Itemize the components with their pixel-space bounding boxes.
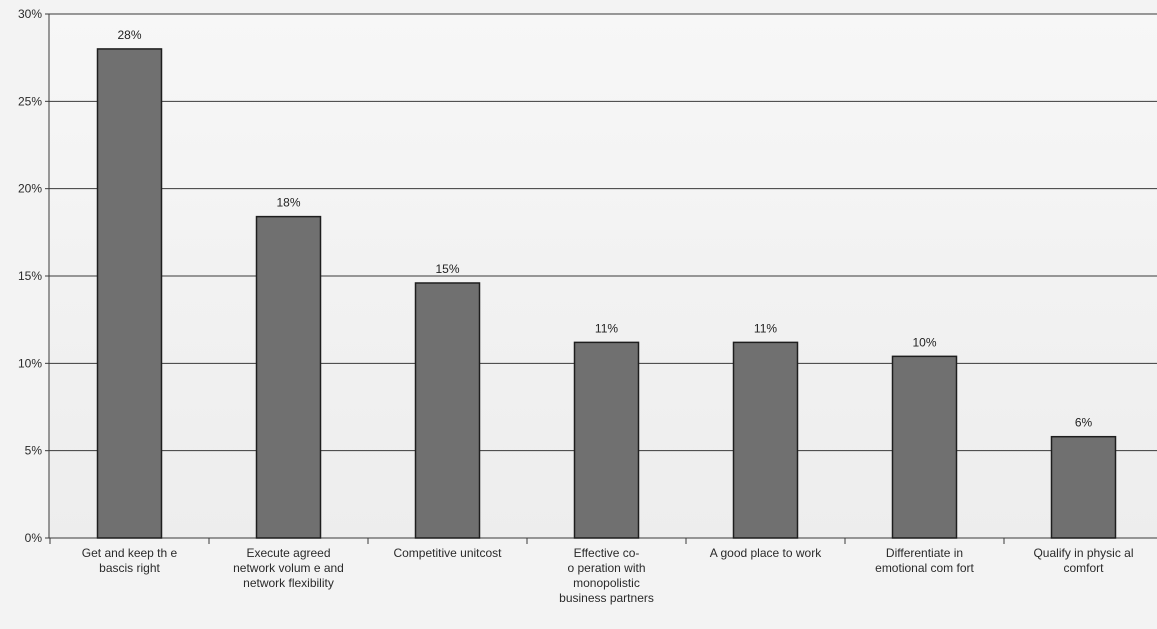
x-category-label-line: network volum e and <box>233 561 344 575</box>
bar <box>732 341 799 539</box>
x-category-label-line: Differentiate in <box>886 546 963 560</box>
x-category-label-line: business partners <box>559 591 654 605</box>
y-tick-label: 0% <box>25 531 43 545</box>
bar <box>1050 435 1117 539</box>
bar <box>414 282 481 539</box>
bar <box>96 48 163 539</box>
data-label: 18% <box>276 196 300 210</box>
data-label: 11% <box>754 321 777 335</box>
x-category-label-line: Qualify in physic al <box>1033 546 1133 560</box>
x-category-label: Qualify in physic al comfort <box>1033 546 1133 575</box>
y-tick-label: 10% <box>18 356 42 370</box>
x-category-label: Differentiate in emotional com fort <box>875 546 974 575</box>
bar <box>891 355 958 539</box>
y-tick-label: 5% <box>25 444 43 458</box>
x-category-label-line: network flexibility <box>243 576 334 590</box>
y-tick-label: 30% <box>18 7 42 21</box>
x-category-label: A good place to work <box>710 546 822 560</box>
data-label: 10% <box>912 335 936 349</box>
x-category-label-line: monopolistic <box>573 576 640 590</box>
x-category-label-line: A good place to work <box>710 546 822 560</box>
data-label: 6% <box>1075 416 1093 430</box>
x-category-label-line: emotional com fort <box>875 561 974 575</box>
x-category-label-line: Get and keep th e <box>82 546 178 560</box>
x-category-label-line: bascis right <box>99 561 160 575</box>
x-category-label-line: Effective co- <box>574 546 640 560</box>
y-tick-label: 25% <box>18 94 42 108</box>
bar <box>255 215 322 539</box>
x-category-label: Execute agreed network volum e and network… <box>233 546 344 590</box>
bar <box>573 341 640 539</box>
x-category-label-line: Execute agreed <box>246 546 330 560</box>
x-category-label-line: Competitive unitcost <box>393 546 502 560</box>
x-category-label-line: comfort <box>1063 561 1104 575</box>
data-label: 11% <box>595 321 618 335</box>
x-category-label: Get and keep th e bascis right <box>82 546 178 575</box>
y-tick-label: 20% <box>18 182 42 196</box>
data-label: 15% <box>435 262 459 276</box>
x-category-label-line: o peration with <box>567 561 645 575</box>
y-tick-label: 15% <box>18 269 42 283</box>
x-category-label: Competitive unitcost <box>393 546 502 560</box>
x-category-label: Effective co-o peration with monopolistic… <box>559 546 654 605</box>
data-label: 28% <box>117 28 141 42</box>
